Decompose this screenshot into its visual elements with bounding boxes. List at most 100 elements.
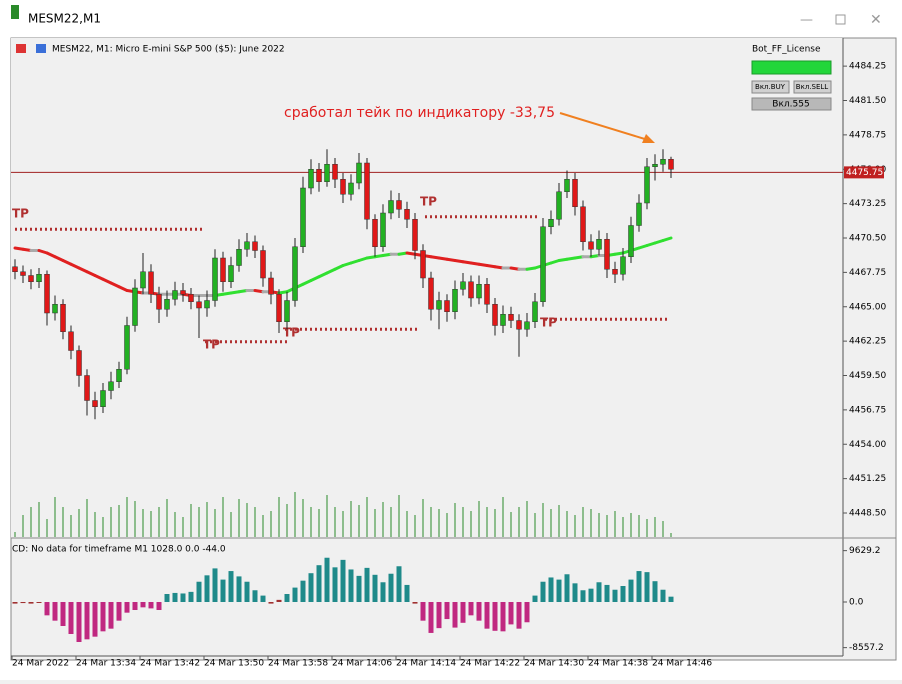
price-tag [844,166,884,179]
candle-body [564,179,570,192]
status-bar [751,60,832,75]
candle-body [356,162,362,184]
y-tick-label: 4456.75 [849,405,886,415]
x-tick-label: 24 Mar 14:14 [396,659,456,669]
candle-body [596,239,602,250]
candle-body [244,241,250,250]
cd-label: CD: No data for timeframe M1 1028.0 0.0 … [12,545,226,555]
candle-body [124,325,130,370]
candle-body [292,246,298,301]
candle-body [428,277,434,310]
window-title: MESM22,M1 [28,12,101,26]
cd-bar [44,602,50,616]
candle-body [380,212,386,247]
cd-bar [580,590,586,602]
candle-body [484,284,490,305]
candle-body [540,226,546,302]
cd-bar [388,573,394,602]
cd-bar [636,571,642,602]
cd-tick-label: -8557.2 [849,643,884,653]
close[interactable]: ✕ [870,12,882,28]
cd-bar [396,566,402,602]
candle-body [516,320,522,330]
x-tick-label: 24 Mar 2022 [12,659,69,669]
candle-body [444,300,450,312]
cd-bar [484,602,490,629]
cd-bar [276,599,282,602]
candle-body [148,271,154,295]
candle-body [572,179,578,207]
arrow-head [642,134,655,143]
cd-bar [404,584,410,602]
candle-body [196,301,202,309]
candle-body [12,266,18,272]
cd-bar [308,573,314,602]
minimize[interactable]: — [800,13,813,28]
cd-bar [476,602,482,621]
button[interactable] [751,80,790,94]
cd-bar [436,602,442,629]
candle-body [28,275,34,282]
button-label[interactable]: Вкл.SELL [796,83,828,91]
cd-bar [244,581,250,602]
cd-bar [60,602,66,626]
cd-bar [180,593,186,602]
tp-label: TP [540,316,557,330]
cd-bar [172,592,178,602]
cd-bar [68,602,74,634]
candle-body [156,294,162,310]
cd-bar [36,602,42,603]
cd-bar [20,602,26,604]
tp-label: TP [12,207,29,221]
candle-body [300,187,306,247]
cd-bar [340,559,346,602]
candle-body [60,304,66,332]
candle-body [436,300,442,310]
candle-body [636,202,642,226]
candle-body [36,274,42,282]
button[interactable] [751,97,832,111]
candle-body [284,300,290,322]
cd-bar [620,586,626,602]
tp-label: TP [203,338,220,352]
tp-label: TP [283,326,300,340]
y-tick-label: 4451.25 [849,474,886,484]
candle-body [628,225,634,257]
x-tick-label: 24 Mar 13:50 [204,659,264,669]
y-tick-label: 4467.75 [849,268,886,278]
y-tick-label: 4465.00 [849,302,886,312]
cd-bar [644,572,650,602]
candle-body [508,314,514,321]
cd-bar [212,568,218,602]
cd-bar [108,602,114,629]
annotation: сработал тейк по индикатору -33,75 [284,105,555,121]
candle-body [324,164,330,182]
x-tick-label: 24 Mar 14:38 [588,659,648,669]
cd-bar [572,583,578,602]
cd-bar [252,590,258,602]
x-tick-label: 24 Mar 14:46 [652,659,712,669]
candle-body [164,299,170,310]
icon [36,44,46,53]
button-label[interactable]: Вкл.555 [772,100,809,110]
cd-bar [604,584,610,602]
maximize[interactable] [835,14,846,25]
y-tick-label: 4481.50 [849,96,886,106]
cd-bar [236,576,242,602]
button[interactable] [793,80,832,94]
cd-bar [452,602,458,628]
cd-bar [668,596,674,602]
candle-body [316,169,322,182]
cd-bar [316,565,322,602]
candle-body [228,265,234,282]
button-label[interactable]: Вкл.BUY [755,83,786,91]
candle-body [20,271,26,276]
annotation-arrow [559,112,649,141]
cd-bar [164,594,170,602]
candle-body [276,294,282,322]
cd-bar [564,574,570,602]
candle-body [204,300,210,309]
candle-body [84,375,90,401]
cd-bar [492,602,498,631]
x-tick-label: 24 Mar 13:42 [140,659,200,669]
